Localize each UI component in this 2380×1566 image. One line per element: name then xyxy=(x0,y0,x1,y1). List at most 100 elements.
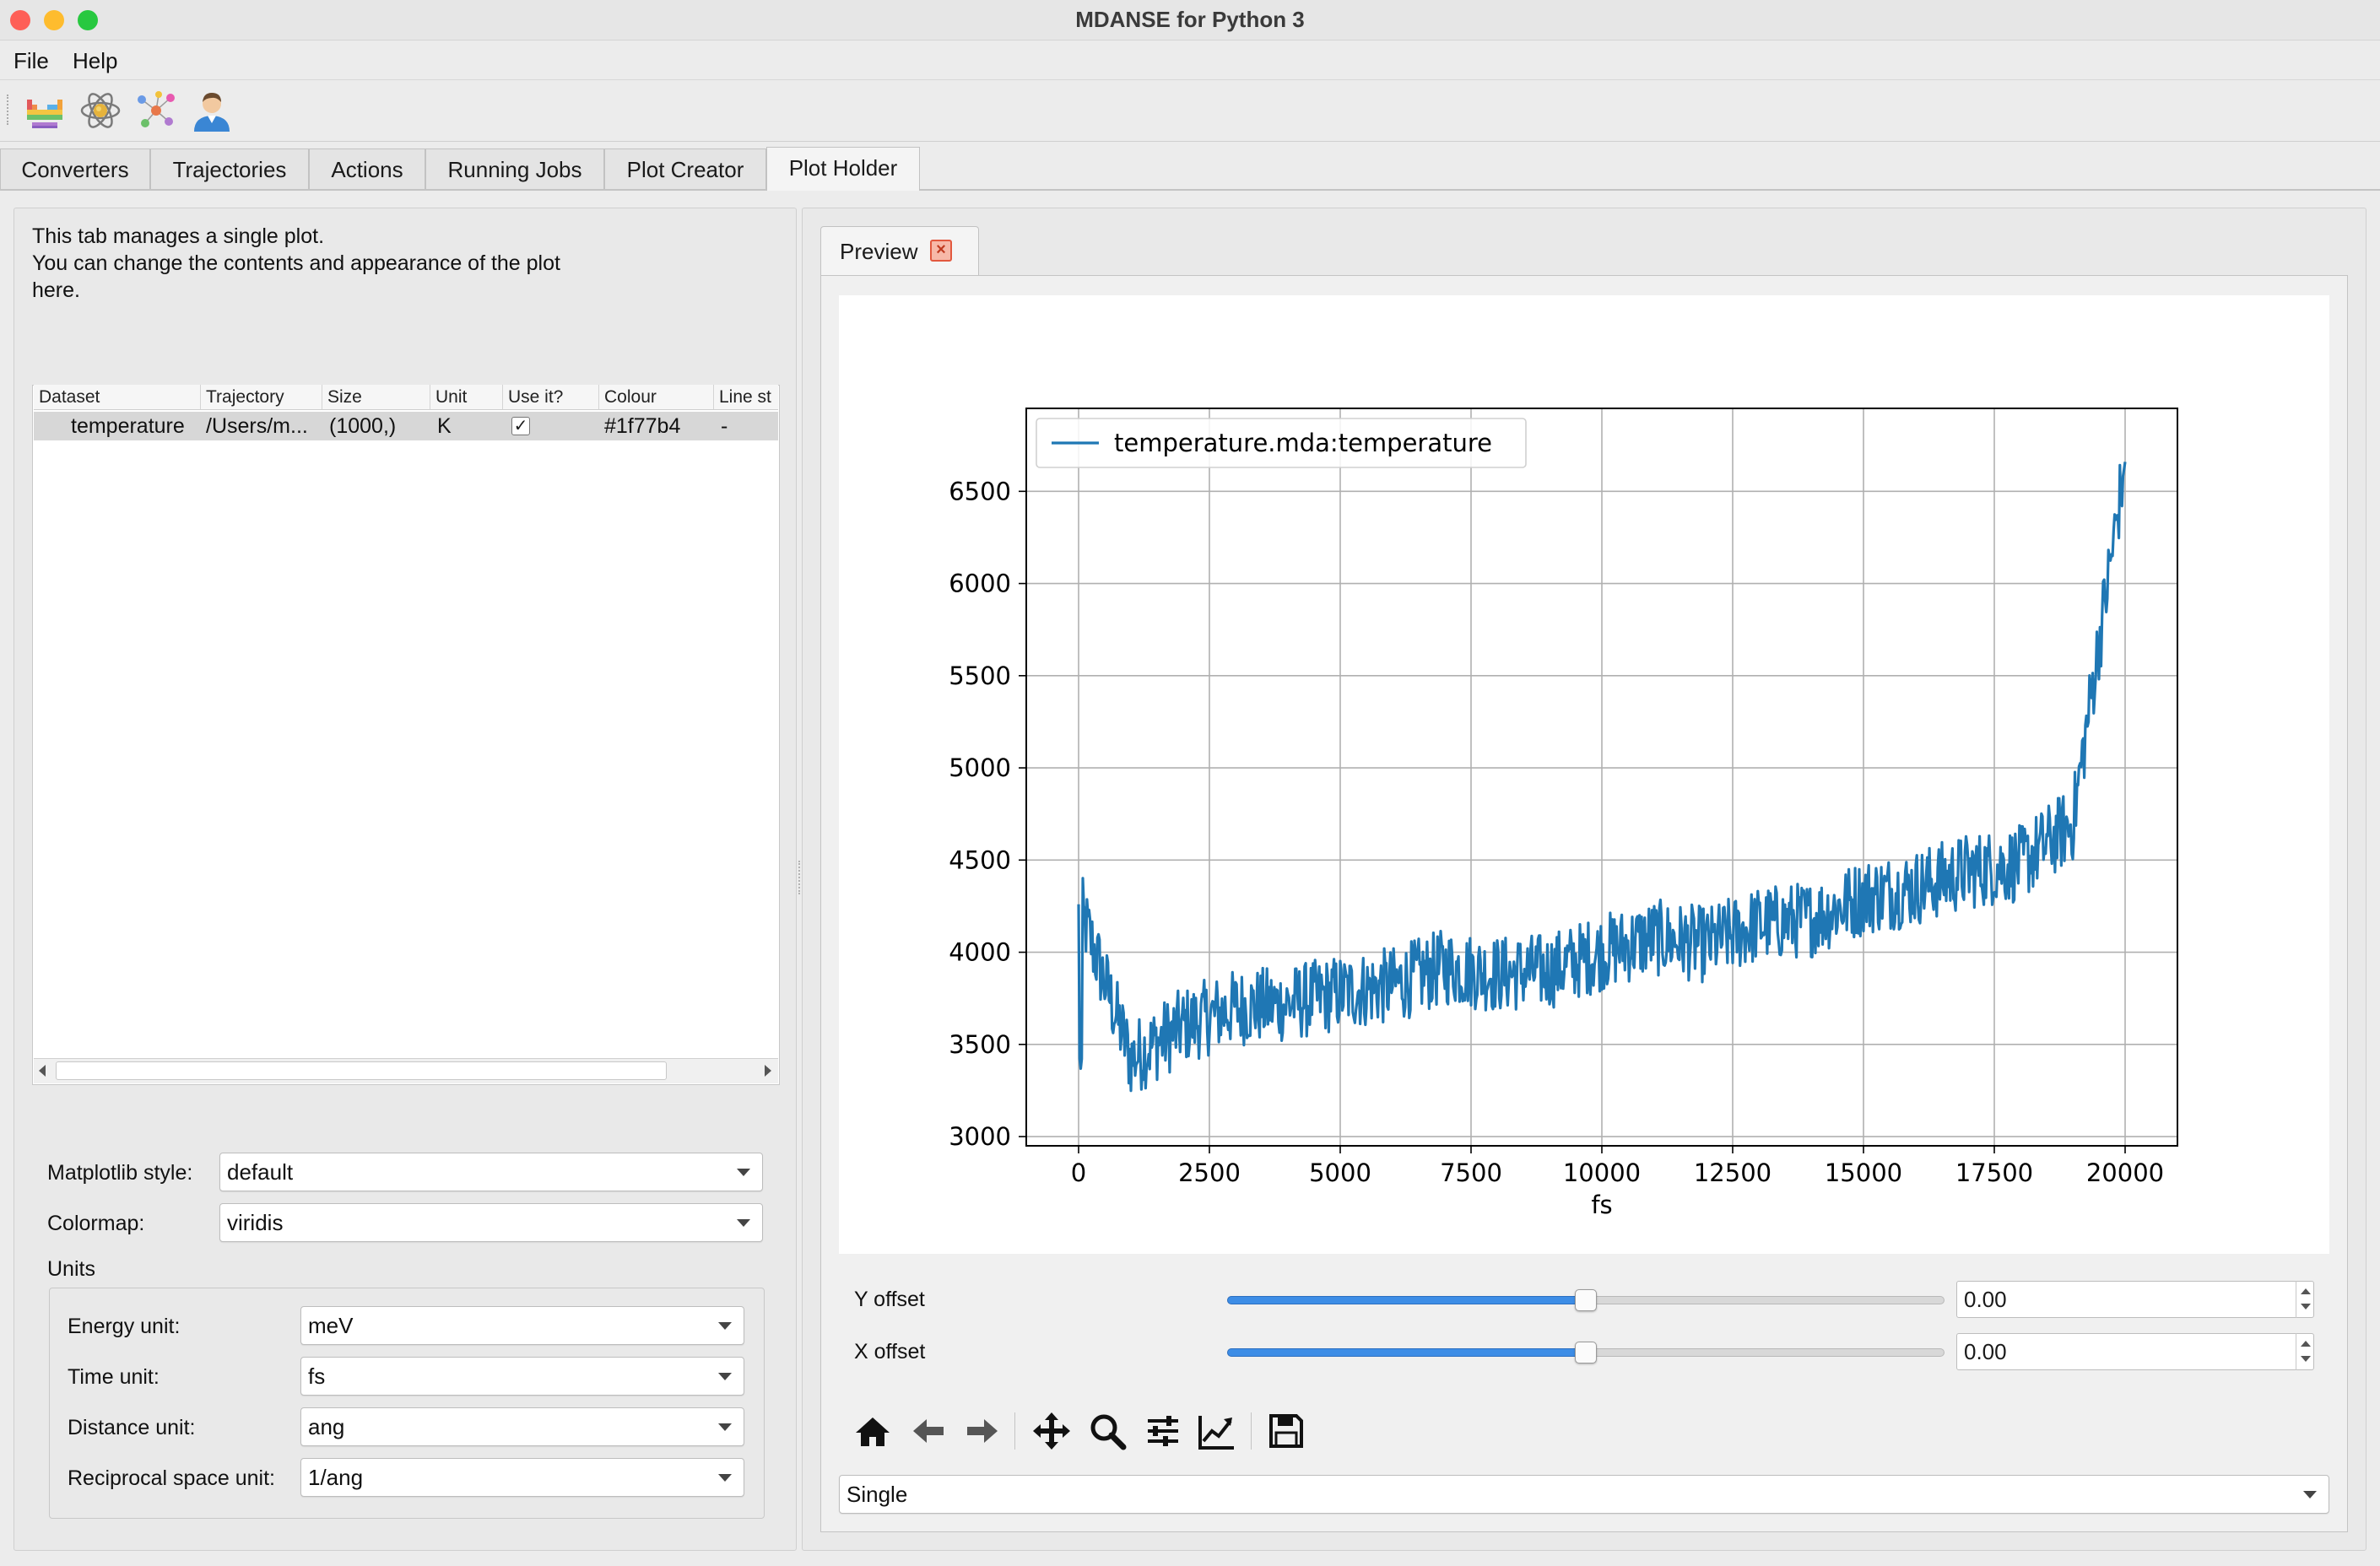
scroll-right-icon[interactable] xyxy=(765,1065,771,1077)
y-offset-slider-fill xyxy=(1227,1296,1586,1304)
reciprocal-unit-label: Reciprocal space unit: xyxy=(68,1466,275,1490)
matplotlib-style-label: Matplotlib style: xyxy=(47,1161,193,1185)
configure-subplots-icon[interactable] xyxy=(1143,1411,1183,1451)
close-tab-icon[interactable]: × xyxy=(930,240,952,262)
plot-canvas[interactable]: 0 2500 5000 7500 10000 12500 15000 17500 20000 30… xyxy=(839,295,2329,1254)
distance-unit-select[interactable]: ang xyxy=(300,1407,744,1446)
x-offset-label: X offset xyxy=(854,1340,926,1364)
time-unit-value: fs xyxy=(308,1364,326,1389)
y-offset-stepper[interactable] xyxy=(2296,1281,2314,1318)
colormap-select[interactable]: viridis xyxy=(219,1203,763,1242)
dataset-table[interactable] xyxy=(32,385,780,1085)
column-header-colour[interactable]: Colour xyxy=(599,385,714,410)
preview-tab-label: Preview xyxy=(840,239,918,264)
tab-actions[interactable]: Actions xyxy=(309,148,425,189)
tab-converters[interactable]: Converters xyxy=(0,148,150,189)
distance-unit-label: Distance unit: xyxy=(68,1416,196,1439)
legend-label: temperature.mda:temperature xyxy=(1114,429,1492,457)
time-unit-select[interactable]: fs xyxy=(300,1357,744,1396)
plot-mode-value: Single xyxy=(847,1482,908,1507)
pan-icon[interactable] xyxy=(1031,1411,1072,1451)
colormap-label: Colormap: xyxy=(47,1212,145,1235)
x-tick-label: 17500 xyxy=(1955,1158,2033,1187)
units-group-title: Units xyxy=(47,1257,95,1281)
x-tick-label: 10000 xyxy=(1563,1158,1641,1187)
time-unit-label: Time unit: xyxy=(68,1365,160,1389)
x-tick-label: 0 xyxy=(1071,1158,1086,1187)
cell-trajectory: /Users/m... xyxy=(206,414,308,438)
menu-help[interactable]: Help xyxy=(73,48,118,73)
atom-icon[interactable] xyxy=(78,88,123,133)
matplotlib-style-select[interactable]: default xyxy=(219,1153,763,1191)
step-up-icon[interactable] xyxy=(2301,1288,2311,1294)
distance-unit-value: ang xyxy=(308,1414,345,1439)
energy-unit-select[interactable]: meV xyxy=(300,1306,744,1345)
y-tick-label: 3000 xyxy=(949,1122,1011,1151)
step-up-icon[interactable] xyxy=(2301,1341,2311,1347)
reciprocal-unit-value: 1/ang xyxy=(308,1465,364,1490)
title-bar xyxy=(0,0,2380,40)
cell-line-style: - xyxy=(721,414,728,438)
user-icon[interactable] xyxy=(189,88,235,133)
x-offset-stepper[interactable] xyxy=(2296,1333,2314,1370)
zoom-icon[interactable] xyxy=(1087,1411,1128,1451)
y-tick-label: 4000 xyxy=(949,938,1011,967)
home-icon[interactable] xyxy=(852,1411,893,1451)
column-header-line-style[interactable]: Line st xyxy=(714,385,778,410)
menu-file[interactable]: File xyxy=(14,48,49,73)
tab-plot-holder[interactable]: Plot Holder xyxy=(766,147,920,191)
x-offset-slider-handle[interactable] xyxy=(1575,1342,1597,1364)
y-offset-slider-handle[interactable] xyxy=(1575,1289,1597,1311)
reciprocal-unit-select[interactable]: 1/ang xyxy=(300,1458,744,1497)
tab-plot-creator[interactable]: Plot Creator xyxy=(604,148,766,189)
back-arrow-icon[interactable] xyxy=(908,1411,949,1451)
column-header-use-it[interactable]: Use it? xyxy=(503,385,599,410)
x-offset-input[interactable]: 0.00 xyxy=(1956,1333,2314,1370)
column-header-dataset[interactable]: Dataset xyxy=(34,385,201,410)
tab-running-jobs[interactable]: Running Jobs xyxy=(425,148,604,189)
series-line xyxy=(1077,462,2127,1093)
molecule-network-icon[interactable] xyxy=(133,88,179,133)
save-icon[interactable] xyxy=(1266,1411,1306,1451)
matplotlib-style-value: default xyxy=(227,1159,294,1185)
step-down-icon[interactable] xyxy=(2301,1356,2311,1362)
y-offset-input[interactable]: 0.00 xyxy=(1956,1281,2314,1318)
minimize-window-button[interactable] xyxy=(44,10,64,30)
tab-preview[interactable]: Preview xyxy=(820,226,979,275)
column-header-size[interactable]: Size xyxy=(322,385,430,410)
y-tick-label: 5000 xyxy=(949,753,1011,782)
toolbar-separator xyxy=(1014,1412,1015,1450)
use-it-checkbox[interactable]: ✓ xyxy=(511,417,530,435)
table-row[interactable] xyxy=(34,412,778,440)
column-header-unit[interactable]: Unit xyxy=(430,385,503,410)
line-chart[interactable]: 0 2500 5000 7500 10000 12500 15000 17500 20000 30… xyxy=(839,295,2329,1254)
step-down-icon[interactable] xyxy=(2301,1304,2311,1310)
toolbar-separator xyxy=(1251,1412,1252,1450)
toolbar xyxy=(0,79,2380,142)
x-tick-label: 12500 xyxy=(1694,1158,1771,1187)
y-tick-label: 5500 xyxy=(949,662,1011,690)
chevron-down-icon xyxy=(737,1219,750,1227)
x-offset-value: 0.00 xyxy=(1964,1339,2007,1364)
chevron-down-icon xyxy=(718,1322,732,1330)
energy-unit-label: Energy unit: xyxy=(68,1315,181,1338)
description-line-1: This tab manages a single plot. xyxy=(32,224,325,248)
y-offset-label: Y offset xyxy=(854,1288,925,1311)
x-tick-label: 7500 xyxy=(1440,1158,1502,1187)
scrollbar-thumb[interactable] xyxy=(56,1061,667,1080)
cell-size: (1000,) xyxy=(329,414,397,438)
splitter-handle[interactable] xyxy=(798,861,802,894)
main-tab-bar xyxy=(0,147,2380,191)
column-header-trajectory[interactable]: Trajectory xyxy=(201,385,322,410)
forward-arrow-icon[interactable] xyxy=(962,1411,1003,1451)
edit-axes-icon[interactable] xyxy=(1197,1411,1237,1451)
toolbar-grip[interactable] xyxy=(7,94,12,125)
zoom-window-button[interactable] xyxy=(78,10,98,30)
close-window-button[interactable] xyxy=(10,10,30,30)
periodic-table-icon[interactable] xyxy=(22,88,68,133)
plot-mode-select[interactable]: Single xyxy=(839,1475,2329,1514)
tab-trajectories[interactable]: Trajectories xyxy=(150,148,309,189)
y-tick-label: 6500 xyxy=(949,477,1011,505)
cell-unit: K xyxy=(437,414,452,438)
scroll-left-icon[interactable] xyxy=(39,1065,46,1077)
